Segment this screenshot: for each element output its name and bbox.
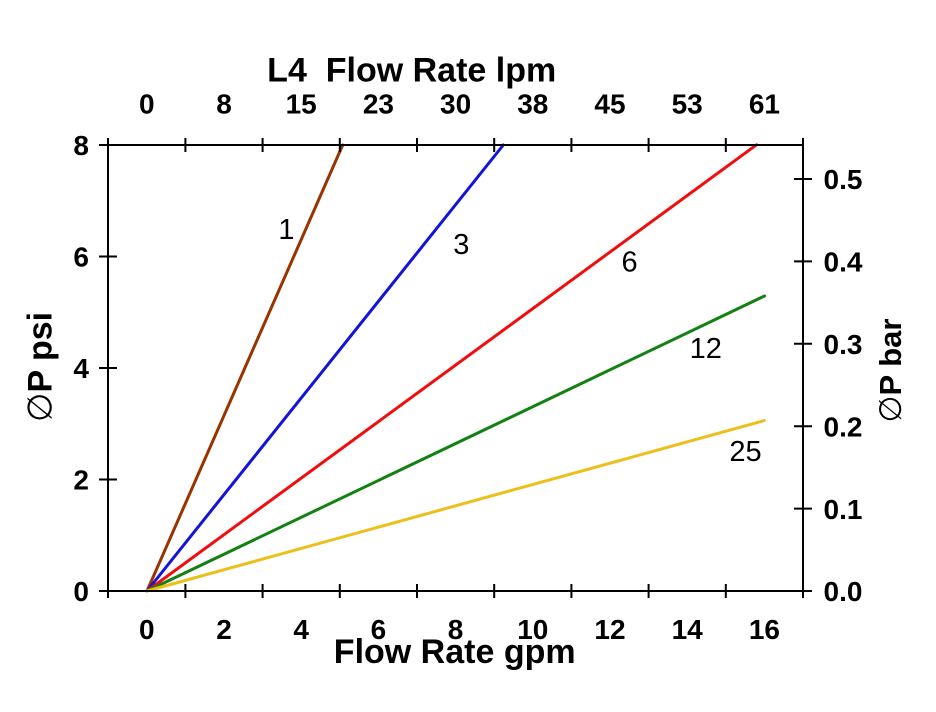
svg-text:4: 4 <box>73 353 89 384</box>
svg-text:15: 15 <box>286 89 317 120</box>
svg-text:0: 0 <box>139 89 155 120</box>
svg-text:0: 0 <box>139 614 155 645</box>
svg-text:38: 38 <box>517 89 548 120</box>
svg-text:25: 25 <box>729 436 761 468</box>
svg-text:3: 3 <box>453 229 469 261</box>
svg-text:L4 Flow Rate lpm: L4 Flow Rate lpm <box>267 51 556 89</box>
svg-text:2: 2 <box>216 614 232 645</box>
svg-text:0.0: 0.0 <box>824 576 863 607</box>
svg-text:30: 30 <box>440 89 471 120</box>
svg-text:0.1: 0.1 <box>824 494 863 525</box>
svg-text:12: 12 <box>690 333 722 365</box>
svg-text:6: 6 <box>622 247 638 279</box>
svg-text:8: 8 <box>448 614 464 645</box>
svg-text:10: 10 <box>517 614 548 645</box>
svg-text:6: 6 <box>371 614 387 645</box>
svg-text:∅P psi: ∅P psi <box>22 312 60 422</box>
svg-text:6: 6 <box>73 242 89 273</box>
svg-text:4: 4 <box>293 614 309 645</box>
svg-text:8: 8 <box>216 89 232 120</box>
svg-text:16: 16 <box>749 614 780 645</box>
svg-text:1: 1 <box>278 214 294 246</box>
svg-text:∅P bar: ∅P bar <box>873 319 908 423</box>
svg-text:8: 8 <box>73 130 89 161</box>
svg-text:2: 2 <box>73 465 89 496</box>
svg-text:0.3: 0.3 <box>824 329 863 360</box>
svg-text:0.5: 0.5 <box>824 164 863 195</box>
svg-text:12: 12 <box>594 614 625 645</box>
svg-text:23: 23 <box>363 89 394 120</box>
svg-text:45: 45 <box>594 89 625 120</box>
svg-text:61: 61 <box>749 89 780 120</box>
svg-text:0: 0 <box>73 576 89 607</box>
svg-text:53: 53 <box>672 89 703 120</box>
svg-text:14: 14 <box>672 614 704 645</box>
svg-text:Flow Rate gpm: Flow Rate gpm <box>334 633 576 671</box>
svg-text:0.2: 0.2 <box>824 411 863 442</box>
svg-text:0.4: 0.4 <box>824 247 863 278</box>
